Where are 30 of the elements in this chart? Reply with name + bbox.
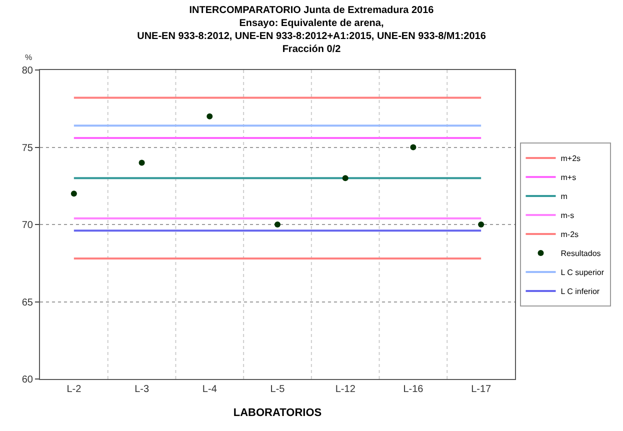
y-tick-label: 80 [22,66,34,76]
x-axis-title: LABORATORIOS [233,407,322,420]
point [274,222,280,228]
point [70,190,77,197]
y-tick-label: 65 [22,297,34,308]
point [342,175,348,182]
x-tick-label: L-16 [403,384,424,395]
legend-label: m-s [560,211,574,220]
point [138,160,145,166]
legend-label: m-2s [560,230,579,240]
legend-label: L C inferior [560,287,600,296]
legend-label: m [560,192,568,202]
x-tick-label: L-12 [335,384,356,395]
legend-label: Resultados [560,249,601,258]
x-tick-label: L-17 [471,384,492,395]
chart-title: INTERCOMPARATORIO Junta de Extremadura 2016 Ensayo: Equivalente de arena, UNE-EN 933-8:2012, UNE-EN 933-8:2012+A1:2015, UNE-EN 933-8/M1:2016 Fracción 0/2 [137,4,486,55]
x-tick-label: L-2 [66,384,82,395]
legend-label: m+s [560,173,576,182]
legend-label: L C superior [560,268,604,278]
y-axis-title: % [25,53,32,62]
x-tick-label: L-4 [202,384,218,395]
legend-label: m+2s [560,154,581,164]
point [206,113,213,120]
y-tick-label: 75 [22,142,34,154]
y-tick-label: 60 [22,374,34,386]
point [410,144,416,150]
y-tick-label: 70 [22,220,34,231]
point [478,222,484,228]
x-tick-label: L-5 [270,384,286,395]
x-tick-label: L-3 [134,384,150,395]
